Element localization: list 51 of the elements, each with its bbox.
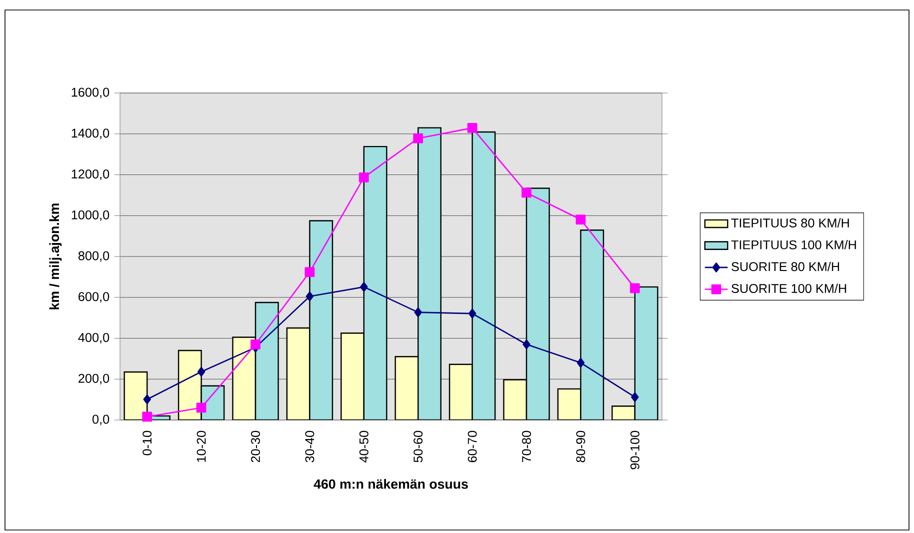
y-tick-label: 600,0 — [78, 292, 110, 303]
bar — [557, 388, 582, 420]
point — [358, 172, 369, 182]
y-tick-label: 1200,0 — [72, 170, 110, 180]
y-tick-label: 800,0 — [78, 251, 110, 262]
point — [413, 133, 424, 144]
point — [414, 307, 422, 318]
point — [306, 291, 314, 302]
bar — [340, 332, 364, 420]
x-tick-label: 60-70 — [468, 430, 477, 462]
legend-label: SUORITE 100 KM/H — [732, 284, 846, 293]
y-axis-title: km / milj.ajon.km — [49, 204, 62, 310]
x-tick-label: 30-40 — [305, 430, 314, 462]
point — [468, 308, 476, 318]
point — [250, 339, 260, 350]
point — [197, 366, 206, 377]
legend-label: SUORITE 80 KM/H — [732, 262, 840, 272]
point — [467, 123, 478, 133]
x-tick-label: 50-60 — [414, 430, 423, 462]
y-tick-label: 200,0 — [78, 374, 110, 384]
point — [360, 282, 368, 292]
x-axis-title: 460 m:n näkemän osuus — [314, 479, 468, 489]
bar — [286, 327, 310, 420]
point — [304, 267, 315, 277]
x-tick-label: 70-80 — [522, 430, 531, 462]
x-tick-label: 10-20 — [196, 430, 206, 462]
x-tick-label: 20-30 — [251, 430, 260, 462]
bar — [503, 379, 528, 420]
x-tick-label: 40-50 — [359, 430, 368, 463]
bar — [448, 364, 473, 420]
y-tick-label: 400,0 — [78, 333, 110, 344]
y-tick-label: 1400,0 — [72, 128, 110, 140]
point — [631, 392, 639, 402]
legend-label: TIEPITUUS 100 KM/H — [731, 240, 856, 250]
point — [522, 188, 532, 198]
x-tick-label: 90-100 — [630, 430, 640, 470]
point — [630, 283, 640, 294]
y-tick-label: 1000,0 — [72, 210, 110, 221]
point — [576, 358, 585, 368]
bar — [612, 406, 636, 420]
point — [522, 339, 530, 350]
bar — [394, 356, 419, 420]
x-tick-label: 0-10 — [142, 430, 152, 456]
point — [196, 402, 206, 413]
point — [142, 412, 152, 422]
x-tick-label: 80-90 — [576, 430, 586, 462]
legend-label: TIEPITUUS 80 KM/H — [731, 218, 849, 228]
y-tick-label: 0,0 — [92, 414, 110, 426]
y-tick-label: 1600,0 — [72, 88, 110, 98]
point — [576, 214, 586, 224]
point — [143, 394, 151, 404]
